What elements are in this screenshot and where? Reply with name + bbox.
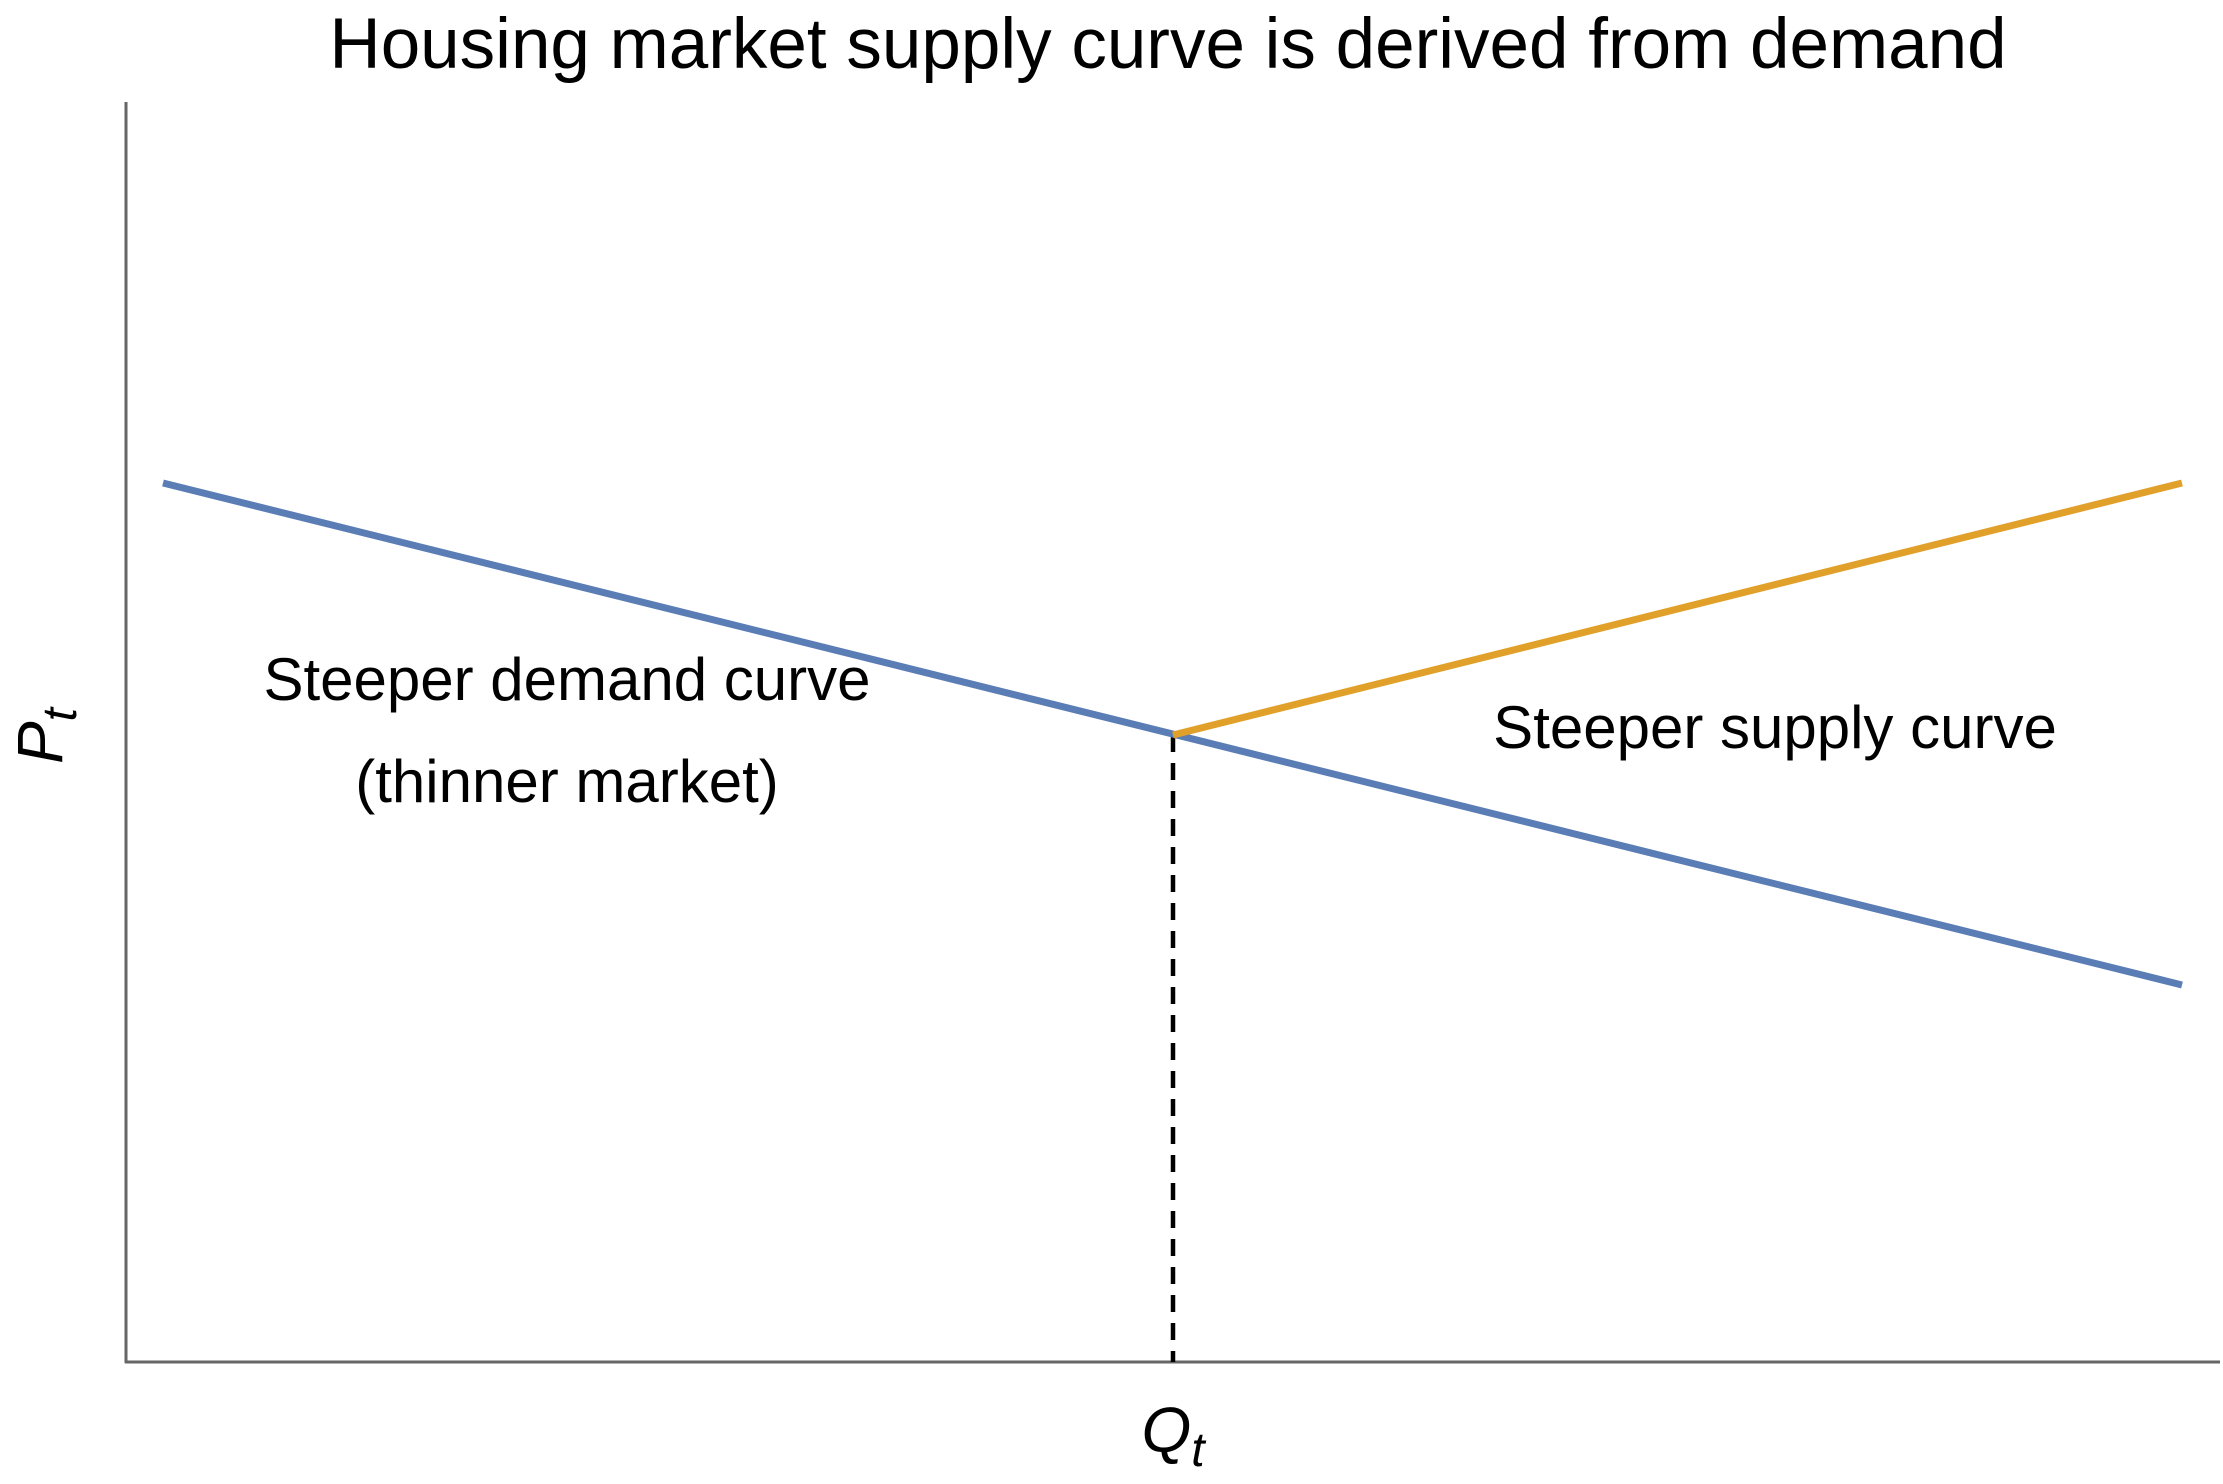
- x-label: Qt: [1141, 1394, 1206, 1477]
- demand-annotation: (thinner market): [355, 748, 778, 815]
- y-label-main: P: [4, 721, 76, 764]
- y-label-sub: t: [34, 706, 87, 721]
- y-label: Pt: [4, 706, 87, 764]
- demand-curve: [162, 479, 2183, 989]
- x-label-sub: t: [1191, 1424, 1206, 1477]
- x-label-main: Q: [1141, 1394, 1191, 1466]
- title: Housing market supply curve is derived f…: [329, 5, 2006, 84]
- supply-curve: [1172, 479, 2183, 739]
- supply-annotation: Steeper supply curve: [1493, 694, 2057, 761]
- demand-annotation: Steeper demand curve: [263, 646, 870, 713]
